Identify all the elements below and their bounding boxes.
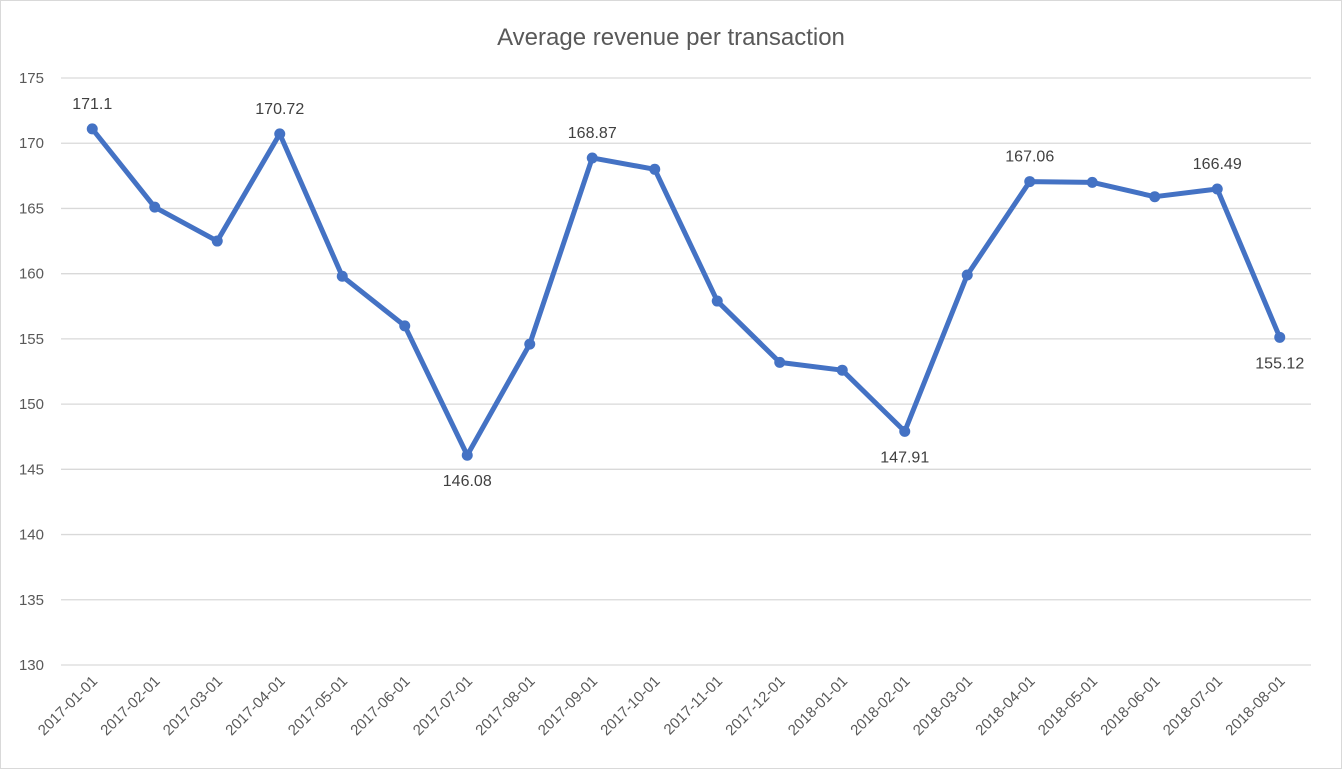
x-tick-label: 2018-02-01 (847, 673, 913, 739)
x-tick-label: 2017-10-01 (597, 673, 663, 739)
data-point (774, 356, 786, 368)
data-point (899, 425, 911, 437)
data-label: 168.87 (568, 125, 617, 142)
x-tick-label: 2018-07-01 (1160, 673, 1226, 739)
data-label: 171.1 (72, 96, 112, 113)
x-tick-label: 2017-08-01 (472, 673, 538, 739)
x-tick-label: 2018-05-01 (1035, 673, 1101, 739)
series (86, 123, 1286, 461)
x-tick-label: 2017-03-01 (160, 673, 226, 739)
y-tick-label: 140 (19, 527, 44, 544)
x-tick-label: 2017-07-01 (410, 673, 476, 739)
data-point (1149, 191, 1161, 203)
y-tick-label: 160 (19, 266, 44, 283)
data-point (649, 163, 661, 175)
x-tick-label: 2018-01-01 (785, 673, 851, 739)
x-tick-label: 2018-03-01 (910, 673, 976, 739)
series-line (89, 126, 1283, 458)
data-point (336, 270, 348, 282)
data-point (1274, 331, 1286, 343)
x-axis-ticks: 2017-01-012017-02-012017-03-012017-04-01… (35, 673, 1289, 739)
data-point (399, 320, 411, 332)
y-tick-label: 150 (19, 396, 44, 413)
x-tick-label: 2017-02-01 (97, 673, 163, 739)
data-label: 166.49 (1193, 156, 1242, 173)
x-tick-label: 2017-12-01 (722, 673, 788, 739)
y-tick-label: 165 (19, 200, 44, 217)
y-axis-ticks: 130 135 140 145 150 155 160 165 170 175 (19, 70, 44, 674)
y-tick-label: 175 (19, 70, 44, 87)
data-label: 146.08 (443, 473, 492, 490)
data-point (1211, 183, 1223, 195)
data-point (524, 338, 536, 350)
chart-title: Average revenue per transaction (497, 24, 845, 51)
data-label: 170.72 (255, 101, 304, 118)
data-point (1024, 176, 1036, 188)
data-labels: 171.1 170.72 146.08 168.87 147.91 167.06 166.4… (72, 96, 1304, 490)
y-tick-label: 145 (19, 461, 44, 478)
data-point (586, 152, 598, 164)
x-tick-label: 2017-09-01 (535, 673, 601, 739)
x-tick-label: 2017-04-01 (222, 673, 288, 739)
data-label: 155.12 (1255, 355, 1304, 372)
data-point (86, 123, 98, 135)
x-tick-label: 2018-04-01 (972, 673, 1038, 739)
x-tick-label: 2017-05-01 (285, 673, 351, 739)
data-label: 167.06 (1005, 149, 1054, 166)
x-tick-label: 2017-11-01 (661, 673, 726, 738)
gridlines (61, 77, 1311, 666)
data-label: 147.91 (880, 449, 929, 466)
x-tick-label: 2017-01-01 (35, 673, 101, 739)
data-point (711, 295, 723, 307)
x-tick-label: 2018-06-01 (1097, 673, 1163, 739)
y-tick-label: 170 (19, 135, 44, 152)
y-tick-label: 135 (19, 592, 44, 609)
data-point (461, 449, 473, 461)
data-point (961, 269, 973, 281)
data-point (149, 201, 161, 213)
x-tick-label: 2018-08-01 (1222, 673, 1288, 739)
data-point (211, 235, 223, 247)
data-point (1086, 176, 1098, 188)
data-point (274, 128, 286, 140)
y-tick-label: 155 (19, 331, 44, 348)
x-tick-label: 2017-06-01 (347, 673, 413, 739)
data-point (836, 364, 848, 376)
y-tick-label: 130 (19, 657, 44, 674)
